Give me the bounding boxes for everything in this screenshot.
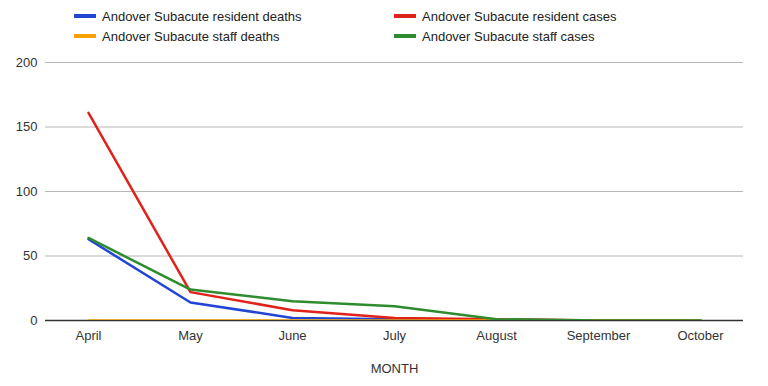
svg-text:150: 150 [16,119,38,134]
svg-text:April: April [75,328,101,343]
svg-text:MONTH: MONTH [371,361,419,376]
svg-text:October: October [677,328,724,343]
svg-text:August: August [476,328,517,343]
html-text:Andover Subacute staff deaths: Andover Subacute staff deaths [102,28,280,44]
html-text:Andover Subacute staff cases: Andover Subacute staff cases [422,28,595,44]
svg-text:September: September [567,328,631,343]
svg-text:50: 50 [23,248,37,263]
svg-text:May: May [178,328,203,343]
html-text:Andover Subacute resident case: Andover Subacute resident cases [422,8,617,24]
svg-text:June: June [278,328,306,343]
svg-text:100: 100 [16,184,38,199]
html-text:Andover Subacute resident deat: Andover Subacute resident deaths [102,8,302,24]
svg-text:0: 0 [30,313,37,328]
svg-text:200: 200 [16,55,38,70]
svg-text:July: July [383,328,407,343]
